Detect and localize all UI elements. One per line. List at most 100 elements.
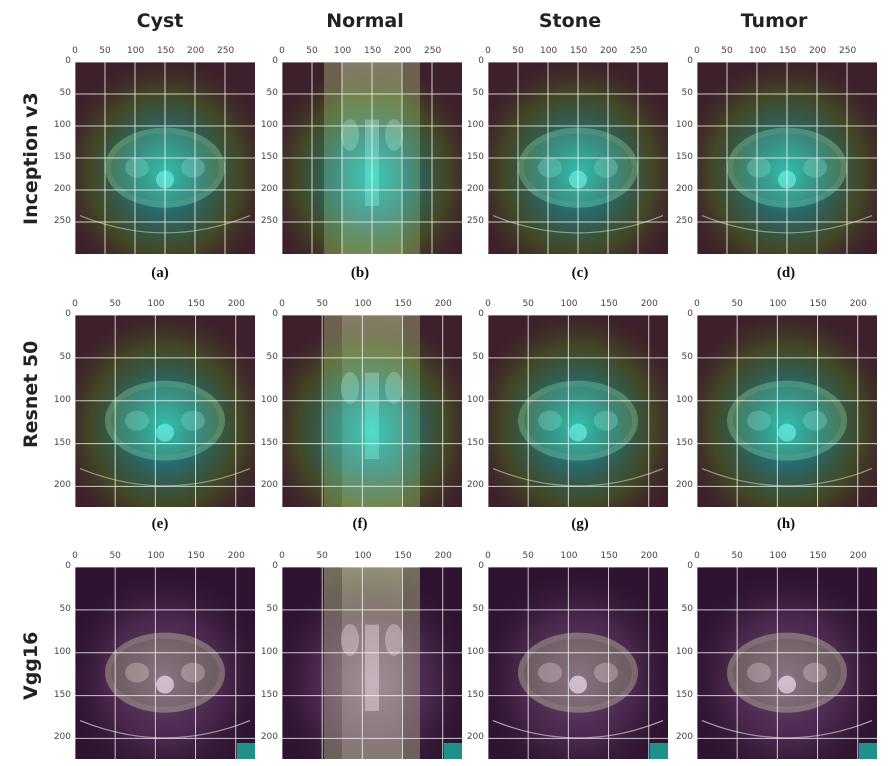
x-tick-label: 150: [188, 551, 204, 561]
x-tick-label: 150: [601, 551, 617, 561]
y-tick-label: 50: [663, 88, 693, 98]
y-tick-label: 100: [248, 120, 278, 130]
x-tick-label: 50: [520, 299, 536, 309]
x-tick-label: 100: [147, 551, 163, 561]
x-tick-label: 100: [127, 46, 143, 56]
column-header-stone: Stone: [470, 10, 670, 32]
x-tick-label: 150: [810, 299, 826, 309]
y-tick-label: 100: [663, 395, 693, 405]
sublabel-d: (d): [756, 265, 816, 282]
y-tick-label: 50: [454, 88, 484, 98]
y-tick-label: 150: [663, 152, 693, 162]
y-tick-label: 150: [248, 152, 278, 162]
ct-heatmap-image: [697, 315, 877, 507]
x-tick-label: 0: [480, 551, 496, 561]
y-tick-label: 0: [454, 561, 484, 571]
x-tick-label: 50: [97, 46, 113, 56]
x-tick-label: 0: [274, 46, 290, 56]
x-tick-label: 50: [520, 551, 536, 561]
x-tick-label: 50: [510, 46, 526, 56]
x-tick-label: 0: [67, 551, 83, 561]
x-tick-label: 200: [641, 551, 657, 561]
y-tick-label: 100: [454, 395, 484, 405]
y-tick-label: 100: [248, 395, 278, 405]
y-tick-label: 200: [454, 480, 484, 490]
x-tick-label: 150: [364, 46, 380, 56]
x-tick-label: 50: [314, 299, 330, 309]
y-tick-label: 0: [248, 561, 278, 571]
sublabel-e: (e): [130, 516, 190, 533]
y-tick-label: 150: [454, 690, 484, 700]
x-tick-label: 0: [480, 46, 496, 56]
y-tick-label: 50: [41, 88, 71, 98]
ct-heatmap-image: [488, 62, 668, 254]
y-tick-label: 150: [41, 438, 71, 448]
x-tick-label: 0: [689, 551, 705, 561]
sublabel-g: (g): [550, 516, 610, 533]
sublabel-c: (c): [550, 265, 610, 282]
x-tick-label: 0: [274, 299, 290, 309]
x-tick-label: 50: [729, 551, 745, 561]
y-tick-label: 150: [41, 152, 71, 162]
ct-heatmap-image: [282, 567, 462, 759]
sublabel-f: (f): [330, 516, 390, 533]
x-tick-label: 50: [107, 551, 123, 561]
x-tick-label: 200: [435, 551, 451, 561]
x-tick-label: 200: [187, 46, 203, 56]
y-tick-label: 50: [41, 352, 71, 362]
y-tick-label: 250: [41, 216, 71, 226]
y-tick-label: 150: [454, 438, 484, 448]
y-tick-label: 200: [41, 480, 71, 490]
y-tick-label: 0: [41, 561, 71, 571]
x-tick-label: 250: [630, 46, 646, 56]
x-tick-label: 250: [424, 46, 440, 56]
sublabel-b: (b): [330, 265, 390, 282]
x-tick-label: 250: [217, 46, 233, 56]
y-tick-label: 0: [41, 56, 71, 66]
y-tick-label: 250: [454, 216, 484, 226]
y-tick-label: 200: [248, 480, 278, 490]
y-tick-label: 150: [663, 690, 693, 700]
y-tick-label: 50: [454, 352, 484, 362]
y-tick-label: 100: [454, 120, 484, 130]
x-tick-label: 100: [147, 299, 163, 309]
y-tick-label: 0: [454, 309, 484, 319]
x-tick-label: 0: [689, 299, 705, 309]
ct-heatmap-image: [488, 315, 668, 507]
x-tick-label: 50: [719, 46, 735, 56]
x-tick-label: 200: [228, 299, 244, 309]
x-tick-label: 50: [107, 299, 123, 309]
y-tick-label: 200: [663, 732, 693, 742]
ct-heatmap-image: [488, 567, 668, 759]
y-tick-label: 100: [41, 647, 71, 657]
y-tick-label: 150: [41, 690, 71, 700]
y-tick-label: 150: [663, 438, 693, 448]
ct-heatmap-image: [282, 315, 462, 507]
x-tick-label: 100: [354, 551, 370, 561]
y-tick-label: 200: [454, 732, 484, 742]
x-tick-label: 100: [749, 46, 765, 56]
x-tick-label: 150: [188, 299, 204, 309]
sublabel-h: (h): [756, 516, 816, 533]
column-header-tumor: Tumor: [674, 10, 874, 32]
ct-heatmap-image: [697, 567, 877, 759]
y-tick-label: 0: [663, 309, 693, 319]
x-tick-label: 200: [394, 46, 410, 56]
x-tick-label: 200: [600, 46, 616, 56]
x-tick-label: 0: [67, 46, 83, 56]
x-tick-label: 150: [395, 299, 411, 309]
y-tick-label: 50: [248, 604, 278, 614]
row-header-vgg16: Vgg16: [20, 632, 42, 700]
x-tick-label: 200: [228, 551, 244, 561]
ct-heatmap-image: [697, 62, 877, 254]
x-tick-label: 100: [354, 299, 370, 309]
y-tick-label: 250: [663, 216, 693, 226]
x-tick-label: 50: [729, 299, 745, 309]
y-tick-label: 250: [248, 216, 278, 226]
column-header-cyst: Cyst: [60, 10, 260, 32]
x-tick-label: 100: [540, 46, 556, 56]
y-tick-label: 200: [248, 184, 278, 194]
y-tick-label: 200: [41, 184, 71, 194]
y-tick-label: 200: [454, 184, 484, 194]
x-tick-label: 150: [779, 46, 795, 56]
